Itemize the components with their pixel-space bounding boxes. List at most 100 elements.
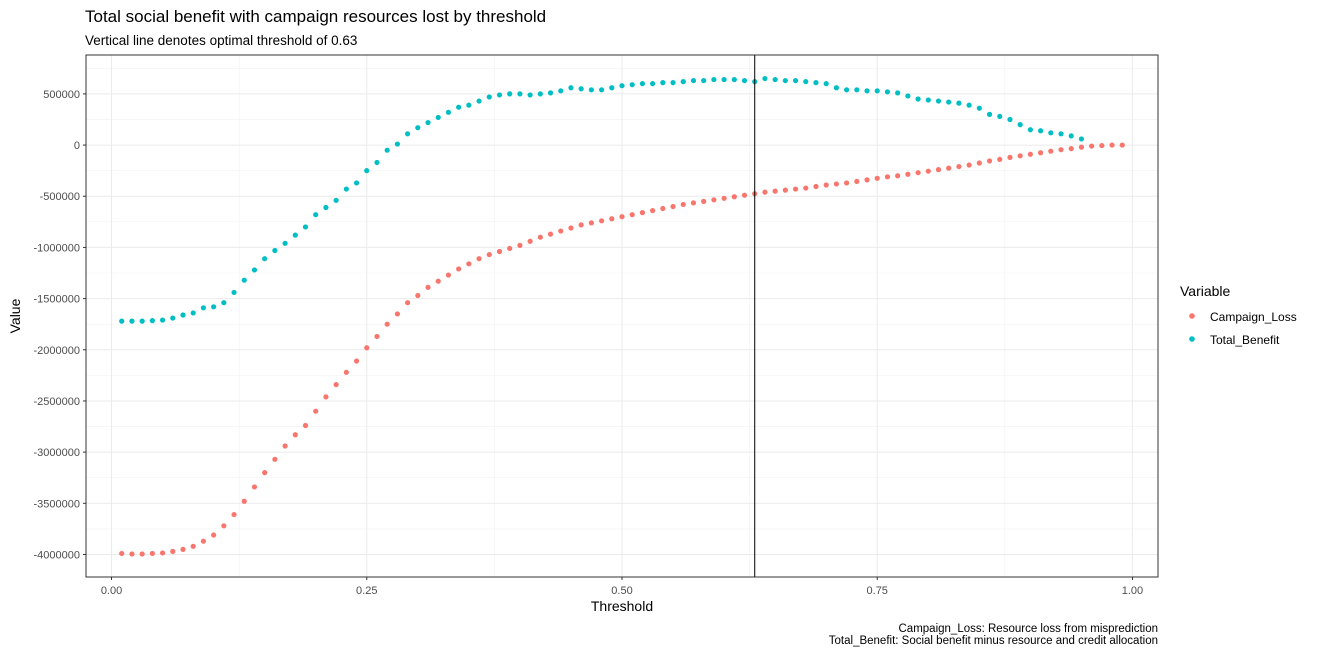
data-point (1119, 142, 1125, 148)
data-point (782, 77, 788, 84)
data-point (670, 80, 676, 86)
data-point (476, 256, 482, 262)
caption-line-2: Total_Benefit: Social benefit minus reso… (829, 635, 1158, 647)
data-point (537, 234, 543, 240)
data-point (517, 91, 523, 97)
data-point (976, 160, 982, 166)
data-point (874, 175, 880, 181)
data-point (823, 182, 829, 188)
data-point (598, 87, 605, 93)
data-point (1058, 131, 1064, 137)
data-point (1007, 154, 1013, 160)
data-point (578, 222, 584, 228)
data-point (833, 181, 840, 187)
data-point (496, 248, 503, 255)
data-point (639, 81, 646, 87)
data-point (231, 511, 237, 518)
data-point (956, 100, 962, 106)
data-point (915, 96, 921, 102)
data-point (1037, 128, 1044, 134)
legend-label: Campaign_Loss (1210, 310, 1297, 324)
data-point (200, 538, 207, 544)
data-point (1099, 142, 1105, 149)
data-point (262, 256, 268, 262)
data-point (925, 168, 931, 174)
data-point (507, 245, 513, 252)
data-point (1078, 144, 1085, 150)
data-point (690, 200, 697, 206)
data-point (435, 114, 441, 121)
data-points (119, 75, 1125, 557)
legend-title: Variable (1180, 283, 1231, 299)
data-point (272, 456, 278, 462)
data-point (670, 203, 676, 210)
data-point (598, 218, 605, 224)
data-point (854, 178, 860, 185)
data-point (792, 77, 799, 84)
data-point (343, 369, 349, 375)
y-tick-label: -1500000 (34, 294, 81, 306)
y-tick-label: -2500000 (34, 396, 81, 408)
legend-key (1189, 336, 1195, 342)
data-point (813, 80, 819, 86)
data-point (1048, 148, 1054, 154)
y-tick-label: -500000 (40, 191, 80, 203)
y-tick-label: -3000000 (34, 447, 81, 459)
data-point (1048, 130, 1054, 136)
data-point (946, 165, 952, 171)
chart-subtitle: Vertical line denotes optimal threshold … (85, 33, 357, 48)
data-point (895, 90, 901, 96)
data-point (456, 266, 462, 272)
data-point (1017, 153, 1023, 159)
data-point (1068, 133, 1074, 139)
data-point (405, 131, 411, 137)
data-point (772, 76, 778, 83)
y-tick-label: -3500000 (34, 498, 81, 510)
data-point (854, 87, 860, 93)
legend-label: Total_Benefit (1210, 333, 1280, 347)
data-point (292, 432, 298, 438)
data-point (180, 546, 186, 552)
data-point (476, 98, 482, 104)
data-point (221, 523, 227, 529)
data-point (282, 240, 288, 246)
data-point (915, 170, 921, 176)
data-point (353, 180, 360, 186)
data-point (986, 111, 993, 117)
data-point (721, 76, 727, 83)
caption-line-1: Campaign_Loss: Resource loss from mispre… (899, 623, 1159, 635)
data-point (200, 305, 207, 311)
data-point (762, 75, 768, 82)
data-point (680, 79, 686, 85)
data-point (976, 105, 982, 111)
data-point (609, 216, 615, 222)
data-point (496, 92, 503, 98)
y-tick-label: 500000 (43, 89, 80, 101)
data-point (435, 278, 441, 284)
data-point (170, 315, 176, 321)
data-point (119, 318, 125, 324)
data-point (1037, 150, 1044, 156)
data-point (741, 77, 748, 84)
data-point (313, 408, 319, 414)
data-point (1017, 122, 1023, 128)
data-point (650, 207, 656, 214)
legend: Variable Campaign_Loss Total_Benefit (1180, 283, 1297, 347)
data-point (946, 99, 952, 105)
data-point (956, 163, 962, 170)
data-point (190, 310, 196, 316)
y-axis: 500000 0 -500000 -1000000 -1500000 -2000000 -2… (34, 89, 86, 561)
data-point (772, 188, 778, 194)
series-campaign-loss (119, 142, 1125, 557)
data-point (966, 162, 972, 168)
data-point (262, 470, 268, 476)
data-point (588, 87, 594, 93)
data-point (517, 242, 523, 248)
data-point (149, 318, 155, 324)
data-point (527, 238, 533, 244)
data-point (1068, 146, 1074, 152)
data-point (588, 220, 594, 226)
data-point (507, 91, 513, 97)
data-point (711, 197, 717, 203)
